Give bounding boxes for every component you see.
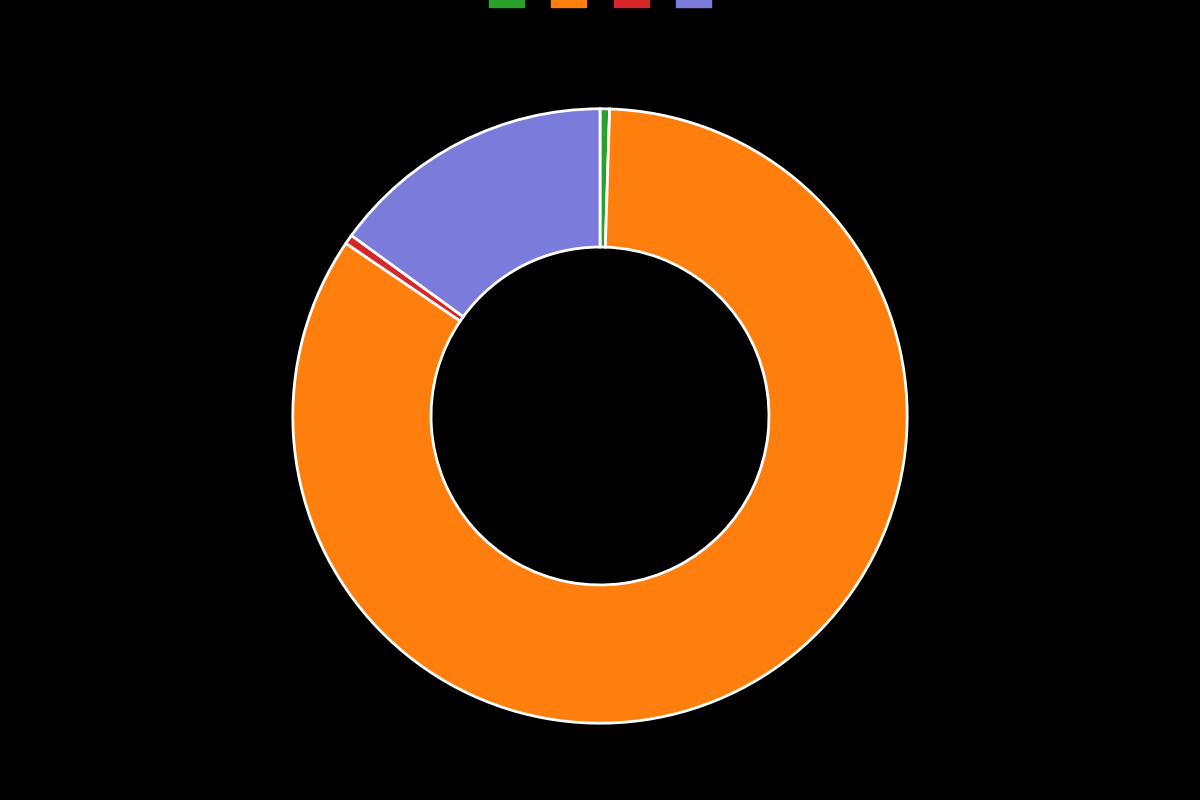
Legend: , , , : , , , <box>488 0 712 8</box>
Wedge shape <box>293 109 907 723</box>
Wedge shape <box>352 109 600 317</box>
Wedge shape <box>346 235 463 321</box>
Wedge shape <box>600 109 610 247</box>
